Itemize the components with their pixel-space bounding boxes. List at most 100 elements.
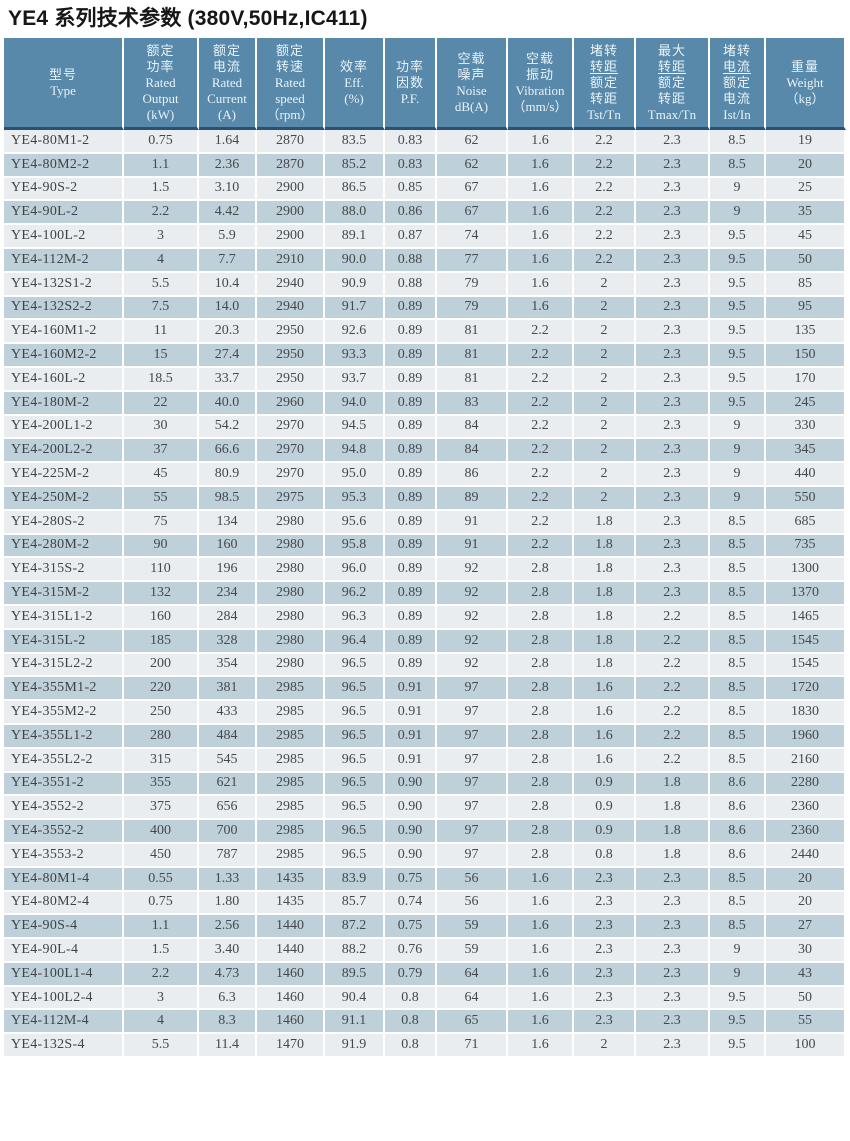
cell-tst-tn: 2 <box>574 391 636 416</box>
cell-power-factor: 0.90 <box>385 772 437 797</box>
table-row: YE4-3551-2 355 621 2985 96.5 0.90 97 2.8 0.9 1.8 8… <box>4 772 846 797</box>
cell-tst-tn: 2.3 <box>574 891 636 916</box>
table-row: YE4-90S-4 1.1 2.56 1440 87.2 0.75 59 1.6 2.3 2.3 8… <box>4 915 846 940</box>
cell-rated-current: 433 <box>199 701 257 725</box>
cell-tst-tn: 0.9 <box>574 820 636 844</box>
cell-power-factor: 0.83 <box>385 130 437 154</box>
cell-rated-current: 134 <box>199 510 257 535</box>
cell-type: YE4-315S-2 <box>4 558 124 583</box>
header-label-zh: 额定 <box>146 42 175 58</box>
cell-ist-in: 9 <box>710 486 766 511</box>
cell-weight: 50 <box>766 986 846 1011</box>
cell-type: YE4-200L1-2 <box>4 415 124 440</box>
cell-efficiency: 95.3 <box>325 486 385 511</box>
cell-vibration: 2.8 <box>508 820 574 844</box>
cell-ist-in: 9 <box>710 439 766 464</box>
cell-tmax-tn: 2.3 <box>636 201 710 226</box>
cell-efficiency: 91.1 <box>325 1010 385 1035</box>
cell-tmax-tn: 2.3 <box>636 939 710 963</box>
cell-vibration: 2.8 <box>508 605 574 630</box>
cell-tst-tn: 1.8 <box>574 629 636 654</box>
header-label-en: Ist/In <box>723 106 751 122</box>
cell-rated-speed: 2900 <box>257 225 325 249</box>
cell-tst-tn: 2.2 <box>574 225 636 249</box>
cell-weight: 20 <box>766 153 846 178</box>
cell-tst-tn: 2.3 <box>574 962 636 987</box>
cell-tmax-tn: 2.3 <box>636 225 710 249</box>
cell-efficiency: 83.5 <box>325 130 385 154</box>
cell-noise: 97 <box>437 843 508 868</box>
cell-ist-in: 8.5 <box>710 891 766 916</box>
cell-efficiency: 96.5 <box>325 701 385 725</box>
cell-noise: 97 <box>437 724 508 749</box>
cell-type: YE4-355L1-2 <box>4 724 124 749</box>
table-row: YE4-100L1-4 2.2 4.73 1460 89.5 0.79 64 1.6 2.3 2.… <box>4 962 846 987</box>
cell-power-factor: 0.75 <box>385 867 437 892</box>
header-label-zh: 空载 <box>525 50 554 66</box>
cell-weight: 440 <box>766 463 846 487</box>
cell-tst-tn: 1.6 <box>574 677 636 702</box>
cell-rated-speed: 2980 <box>257 534 325 559</box>
cell-rated-current: 11.4 <box>199 1034 257 1059</box>
cell-power-factor: 0.89 <box>385 439 437 464</box>
cell-power-factor: 0.87 <box>385 225 437 249</box>
cell-ist-in: 8.5 <box>710 701 766 725</box>
cell-weight: 1465 <box>766 605 846 630</box>
cell-noise: 81 <box>437 320 508 345</box>
cell-ist-in: 8.5 <box>710 558 766 583</box>
cell-vibration: 1.6 <box>508 962 574 987</box>
table-row: YE4-3553-2 450 787 2985 96.5 0.90 97 2.8 0.8 1.8 8… <box>4 843 846 868</box>
cell-efficiency: 90.4 <box>325 986 385 1011</box>
cell-noise: 92 <box>437 653 508 678</box>
cell-tst-tn: 2 <box>574 344 636 368</box>
cell-rated-speed: 2950 <box>257 344 325 368</box>
cell-noise: 59 <box>437 939 508 963</box>
table-row: YE4-90S-2 1.5 3.10 2900 86.5 0.85 67 1.6 2.2 2.3 9… <box>4 177 846 202</box>
cell-tmax-tn: 2.3 <box>636 439 710 464</box>
cell-weight: 20 <box>766 867 846 892</box>
cell-efficiency: 96.5 <box>325 820 385 844</box>
cell-type: YE4-160M2-2 <box>4 344 124 368</box>
cell-rated-speed: 1435 <box>257 891 325 916</box>
cell-tst-tn: 1.6 <box>574 748 636 773</box>
header-label-en: dB(A) <box>454 98 489 114</box>
column-header-rated-current: 额定 电流 Rated Current (A) <box>199 38 257 130</box>
column-header-weight: 重量 Weight （kg） <box>766 38 846 130</box>
cell-type: YE4-3552-2 <box>4 820 124 844</box>
cell-rated-output: 11 <box>124 320 199 345</box>
cell-tst-tn: 2.2 <box>574 153 636 178</box>
cell-efficiency: 94.8 <box>325 439 385 464</box>
cell-rated-speed: 2950 <box>257 320 325 345</box>
cell-rated-output: 450 <box>124 843 199 868</box>
cell-tst-tn: 2 <box>574 1034 636 1059</box>
cell-ist-in: 9.5 <box>710 225 766 249</box>
header-label-en: （rpm） <box>266 106 314 122</box>
header-label-zh: 效率 <box>339 58 368 74</box>
cell-tst-tn: 1.6 <box>574 701 636 725</box>
cell-tmax-tn: 2.3 <box>636 1034 710 1059</box>
cell-weight: 1720 <box>766 677 846 702</box>
column-header-tmax-tn: 最大 转距 额定 转距 Tmax/Tn <box>636 38 710 130</box>
cell-power-factor: 0.88 <box>385 272 437 297</box>
header-label-en: Rated <box>145 74 176 90</box>
cell-rated-current: 160 <box>199 534 257 559</box>
cell-tmax-tn: 2.3 <box>636 296 710 321</box>
cell-rated-speed: 2970 <box>257 439 325 464</box>
cell-tst-tn: 1.8 <box>574 605 636 630</box>
cell-rated-output: 1.1 <box>124 153 199 178</box>
cell-type: YE4-100L1-4 <box>4 962 124 987</box>
cell-tst-tn: 0.9 <box>574 772 636 797</box>
cell-power-factor: 0.89 <box>385 463 437 487</box>
cell-vibration: 1.6 <box>508 939 574 963</box>
cell-rated-output: 3 <box>124 225 199 249</box>
cell-noise: 84 <box>437 439 508 464</box>
cell-tmax-tn: 2.3 <box>636 320 710 345</box>
table-row: YE4-80M1-2 0.75 1.64 2870 83.5 0.83 62 1.6 2.2 2.… <box>4 130 846 154</box>
column-header-rated-output: 额定 功率 Rated Output (kW) <box>124 38 199 130</box>
cell-rated-speed: 1440 <box>257 915 325 940</box>
cell-type: YE4-3551-2 <box>4 772 124 797</box>
cell-rated-current: 10.4 <box>199 272 257 297</box>
cell-vibration: 2.2 <box>508 534 574 559</box>
cell-weight: 35 <box>766 201 846 226</box>
header-label-zh: 重量 <box>790 58 819 74</box>
